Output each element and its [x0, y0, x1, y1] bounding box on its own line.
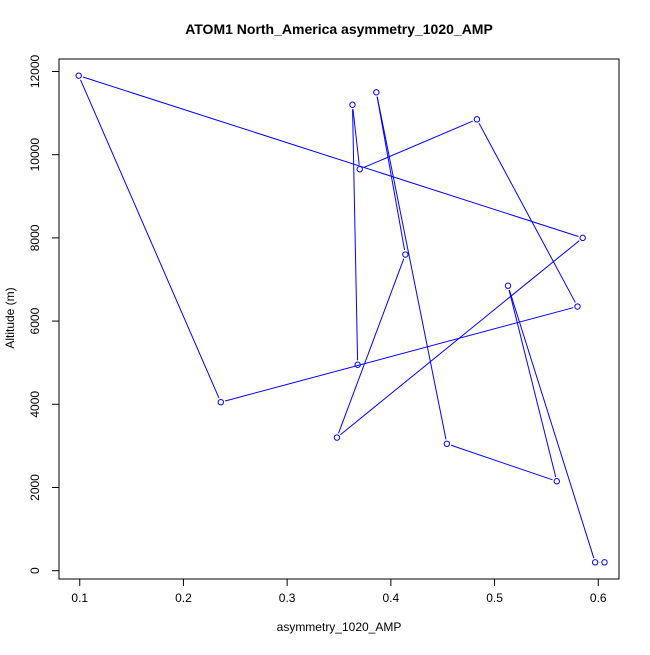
- x-tick-label: 0.1: [71, 591, 88, 605]
- series-segment: [80, 79, 220, 399]
- x-tick-label: 0.6: [590, 591, 607, 605]
- data-point: [473, 116, 481, 123]
- series-segment: [508, 289, 595, 559]
- data-point: [591, 559, 599, 566]
- series-segment: [376, 96, 406, 251]
- x-tick-label: 0.3: [279, 591, 296, 605]
- data-point: [601, 559, 608, 566]
- y-tick-label: 0: [28, 567, 42, 574]
- series-segment: [224, 307, 574, 402]
- y-tick-label: 6000: [28, 307, 42, 334]
- data-point: [349, 101, 356, 108]
- series-segment: [363, 120, 473, 168]
- x-axis-label: asymmetry_1020_AMP: [277, 620, 402, 634]
- x-tick-label: 0.4: [383, 591, 400, 605]
- data-point: [354, 361, 361, 368]
- data-point: [402, 251, 409, 258]
- series-segment: [450, 444, 553, 481]
- series-segment: [478, 123, 576, 303]
- data-point: [443, 440, 451, 447]
- data-point: [217, 399, 224, 406]
- plot-border: [58, 58, 620, 580]
- series-lines: [80, 76, 600, 563]
- series-segment: [338, 258, 405, 434]
- data-point: [373, 89, 380, 96]
- data-point: [333, 434, 341, 441]
- series-segment: [82, 76, 579, 237]
- y-tick-label: 2000: [28, 474, 42, 501]
- series-segment: [352, 109, 359, 361]
- data-point: [579, 234, 586, 242]
- chart-title: ATOM1 North_America asymmetry_1020_AMP: [185, 21, 493, 37]
- x-axis: 0.1 0.2 0.3 0.4 0.5 0.6: [71, 578, 607, 605]
- series-points: [75, 72, 608, 566]
- data-point: [75, 72, 82, 79]
- data-point: [553, 478, 560, 485]
- y-tick-label: 8000: [28, 224, 42, 251]
- x-tick-label: 0.5: [486, 591, 503, 605]
- data-point: [356, 166, 363, 173]
- y-tick-label: 4000: [28, 391, 42, 418]
- series-segment: [508, 289, 557, 477]
- y-axis: 0 2000 4000 6000 8000 10000 12000: [28, 54, 60, 574]
- data-point: [504, 282, 512, 289]
- series-segment: [376, 96, 447, 440]
- y-axis-label: Altitude (m): [3, 287, 17, 348]
- x-tick-label: 0.2: [175, 591, 192, 605]
- y-tick-label: 12000: [28, 54, 42, 88]
- series-segment: [352, 109, 360, 165]
- y-tick-label: 10000: [28, 138, 42, 172]
- data-point: [574, 303, 581, 310]
